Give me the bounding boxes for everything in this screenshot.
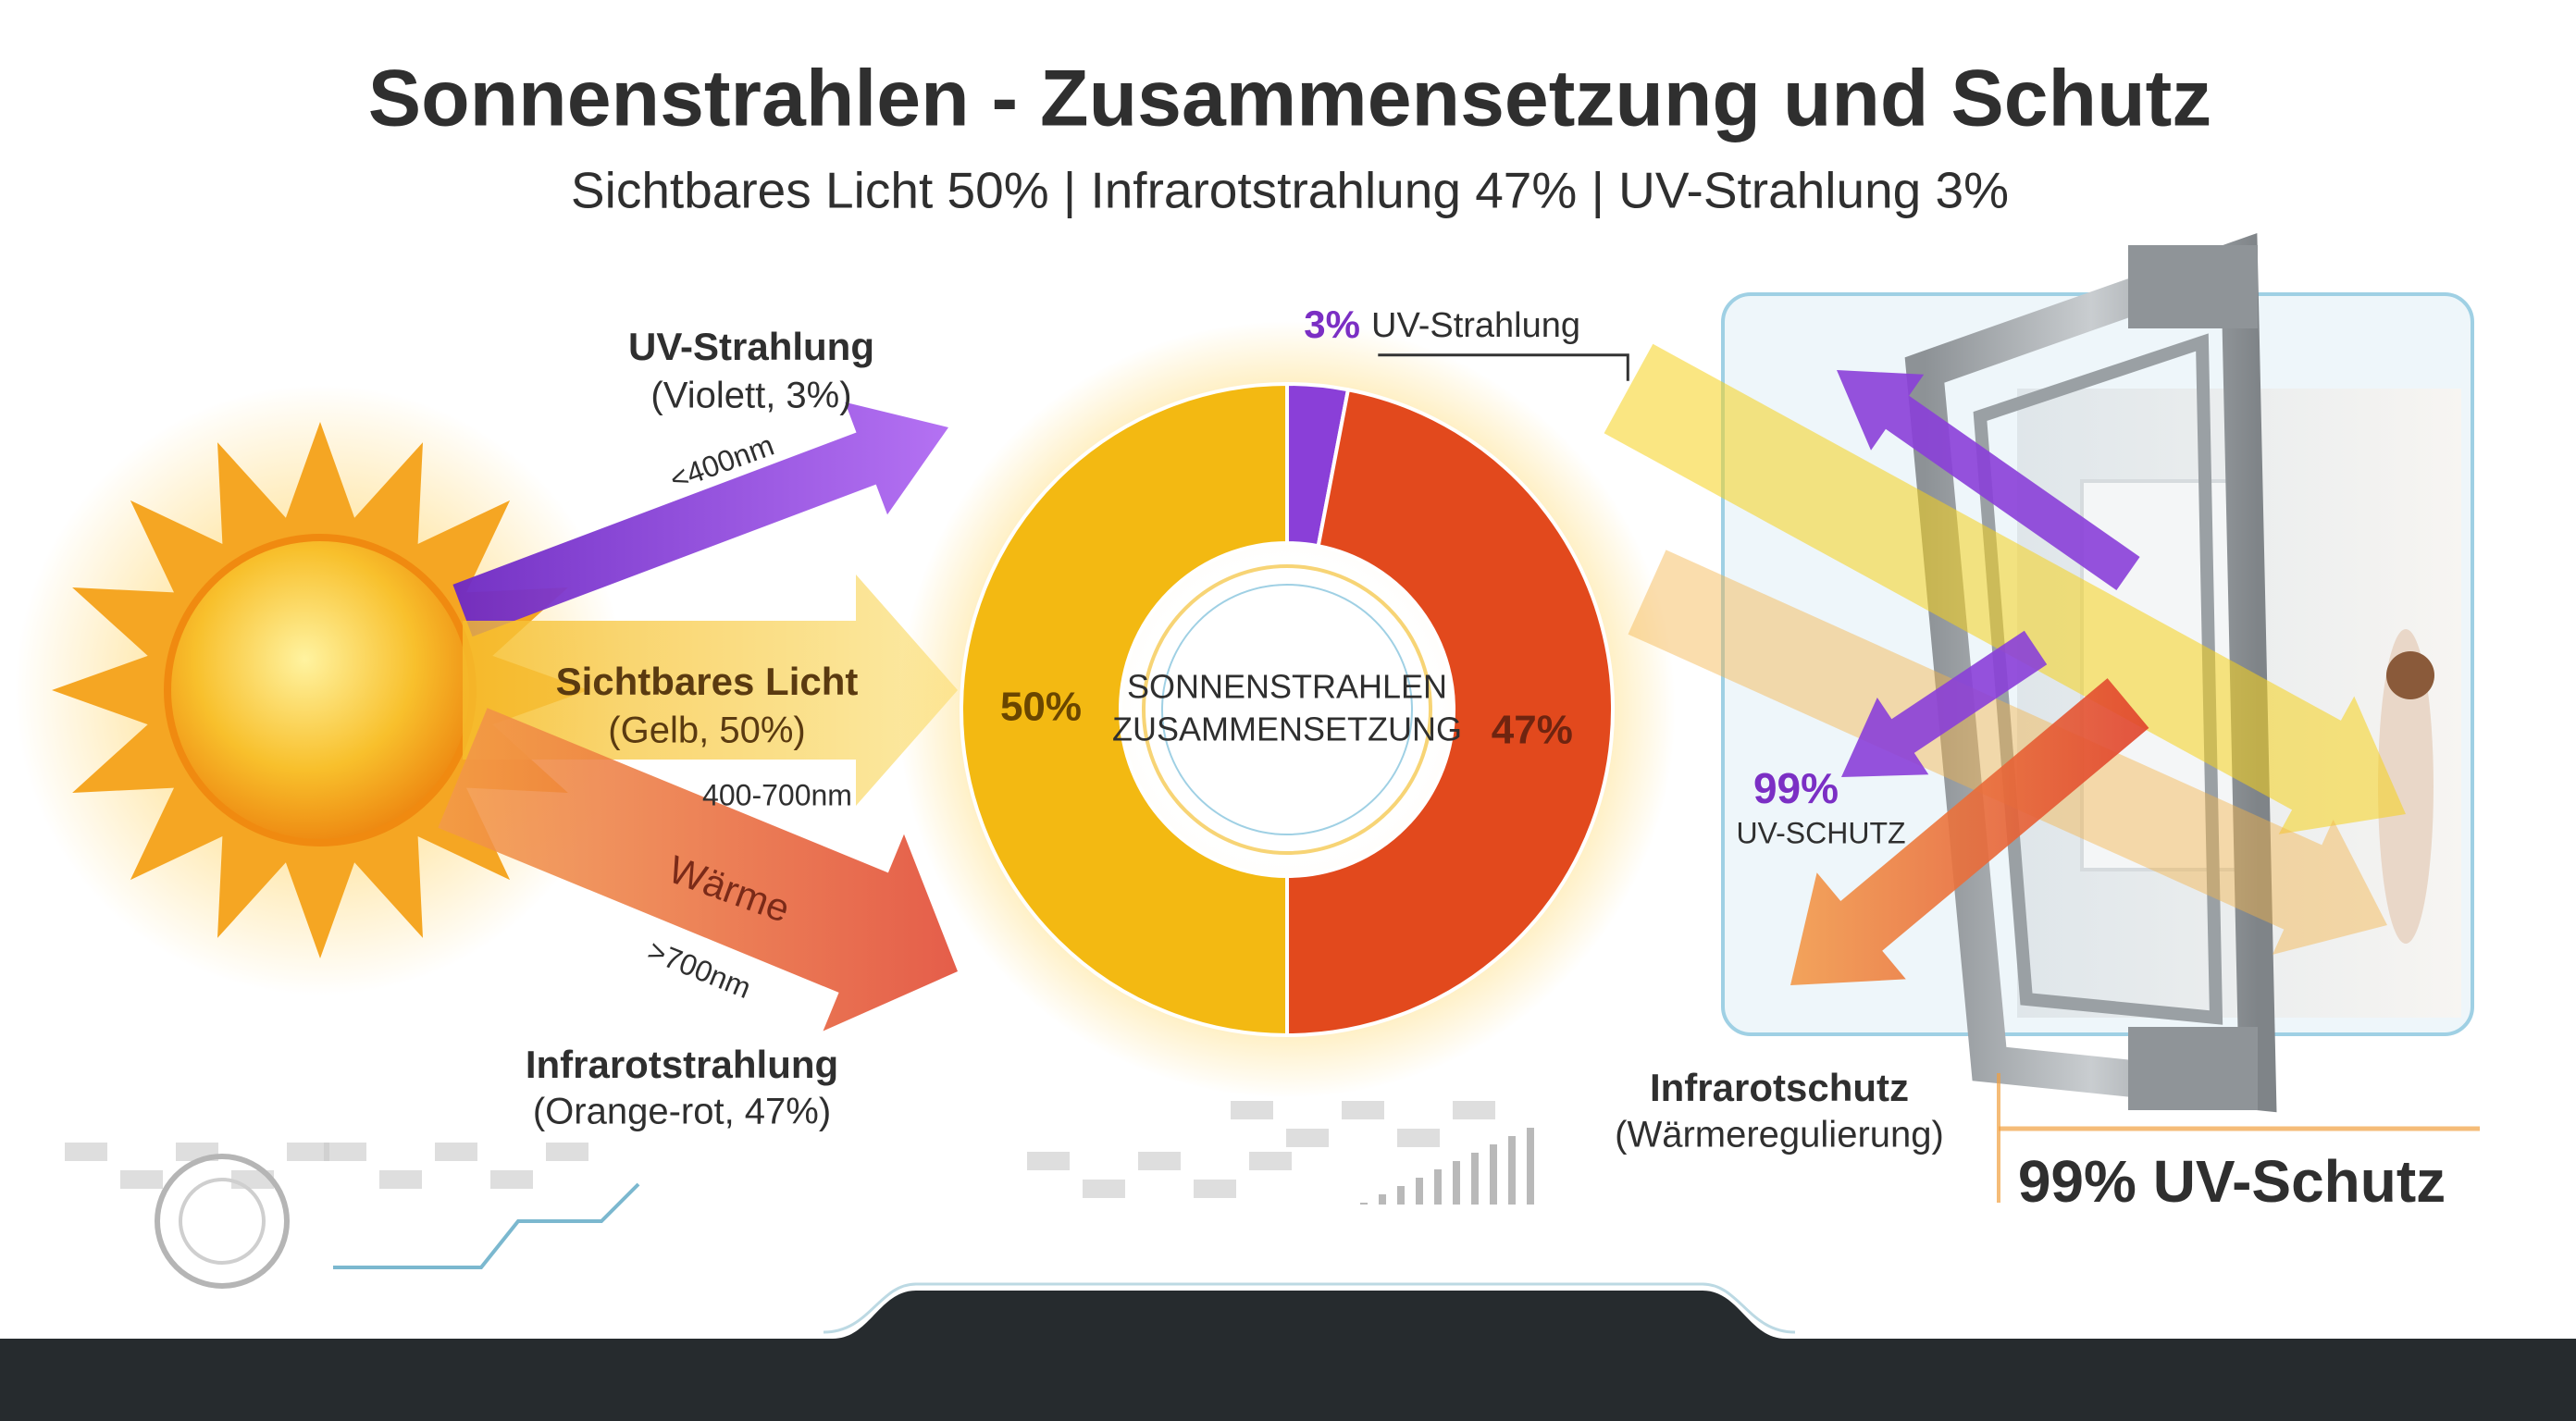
center-ring-2 bbox=[1161, 584, 1413, 835]
window-visible-beam-2 bbox=[1628, 550, 2387, 955]
hud-bar bbox=[1453, 1161, 1460, 1205]
hud-bar bbox=[1379, 1194, 1386, 1205]
sun bbox=[164, 534, 477, 846]
hud-block bbox=[1083, 1180, 1125, 1198]
visible-range: 400-700nm bbox=[702, 778, 852, 811]
leader-line bbox=[1378, 353, 1629, 381]
value-label: 47% bbox=[1492, 708, 1573, 753]
value-label: 50% bbox=[1000, 685, 1082, 730]
donut-chart: 3% UV-Strahlung 47% 50% SONNENSTRAHLEN ZUSAMM… bbox=[960, 303, 1629, 1038]
hud-block bbox=[490, 1170, 533, 1189]
hud-block bbox=[1453, 1101, 1495, 1119]
value-label: 3% bbox=[1304, 303, 1360, 346]
subtitle: Sichtbares Licht 50% | Infrarotstrahlung… bbox=[571, 162, 2009, 219]
center-label: SONNENSTRAHLEN bbox=[1127, 668, 1447, 706]
bottom-band-edge bbox=[823, 1282, 1796, 1334]
title: Sonnenstrahlen - Zusammensetzung und Sch… bbox=[368, 55, 2212, 143]
center-label: ZUSAMMENSETZUNG bbox=[1112, 710, 1462, 748]
window-ir-reflect bbox=[1790, 678, 2149, 985]
hud-block bbox=[287, 1143, 329, 1161]
hud-block bbox=[1231, 1101, 1273, 1119]
person-head bbox=[2386, 651, 2434, 699]
hud-ring-inner bbox=[179, 1178, 266, 1265]
uv-arrow bbox=[452, 402, 948, 637]
hud-block bbox=[65, 1143, 107, 1161]
hud-block bbox=[546, 1143, 588, 1161]
ir-protection-detail: (Wärmeregulierung) bbox=[1615, 1115, 1944, 1155]
segment-label: 3% UV-Strahlung bbox=[1304, 303, 1580, 346]
center-ring bbox=[1142, 564, 1432, 855]
hud-bar bbox=[1434, 1169, 1442, 1205]
hud-bar bbox=[1508, 1136, 1516, 1205]
category-label: UV-Strahlung bbox=[1371, 306, 1580, 345]
hud-block bbox=[1342, 1101, 1384, 1119]
visible-arrow bbox=[463, 575, 958, 806]
hud-block bbox=[1286, 1129, 1329, 1147]
uv-name: UV-Strahlung bbox=[628, 325, 874, 368]
window-visible-beam-1 bbox=[1604, 343, 2406, 834]
hud-bar bbox=[1360, 1203, 1368, 1205]
window-uv-reflect-2 bbox=[1841, 630, 2048, 777]
frame-bottom-profile bbox=[2128, 1027, 2258, 1110]
hud-bar bbox=[1397, 1186, 1405, 1205]
uv-protection-value: 99% bbox=[1753, 764, 1839, 812]
hud-ring bbox=[155, 1154, 290, 1289]
hud-block bbox=[1194, 1180, 1236, 1198]
ir-arrow bbox=[438, 708, 958, 1032]
donut-segment bbox=[960, 381, 1289, 1038]
hud-block bbox=[435, 1143, 477, 1161]
uv-badge: 99% UV-Schutz bbox=[2018, 1148, 2446, 1215]
hud-block bbox=[1138, 1152, 1181, 1170]
hud-block bbox=[1027, 1152, 1070, 1170]
ir-name: Infrarotstrahlung bbox=[526, 1043, 838, 1086]
ir-protection-name: Infrarotschutz bbox=[1650, 1066, 1909, 1109]
hud-block bbox=[1249, 1152, 1292, 1170]
person bbox=[2378, 629, 2434, 944]
hud-block bbox=[120, 1170, 163, 1189]
hud-graph bbox=[333, 1182, 640, 1269]
uv-detail: (Violett, 3%) bbox=[650, 376, 851, 416]
hud-block bbox=[324, 1143, 366, 1161]
hud-bar bbox=[1471, 1153, 1479, 1205]
ir-detail: (Orange-rot, 47%) bbox=[533, 1092, 831, 1132]
window-uv-reflect-1 bbox=[1837, 370, 2140, 590]
bottom-band bbox=[0, 1291, 2576, 1421]
hud-bar bbox=[1527, 1128, 1534, 1205]
hud-block bbox=[1397, 1129, 1440, 1147]
visible-name: Sichtbares Licht bbox=[556, 660, 859, 703]
uv-protection-label: UV-SCHUTZ bbox=[1736, 816, 1905, 849]
hud-bar bbox=[1416, 1178, 1423, 1205]
frame-top-profile bbox=[2128, 245, 2258, 328]
visible-detail: (Gelb, 50%) bbox=[608, 710, 805, 751]
hud-bar bbox=[1490, 1144, 1497, 1205]
donut-segment bbox=[1285, 387, 1615, 1038]
hud-block bbox=[379, 1170, 422, 1189]
